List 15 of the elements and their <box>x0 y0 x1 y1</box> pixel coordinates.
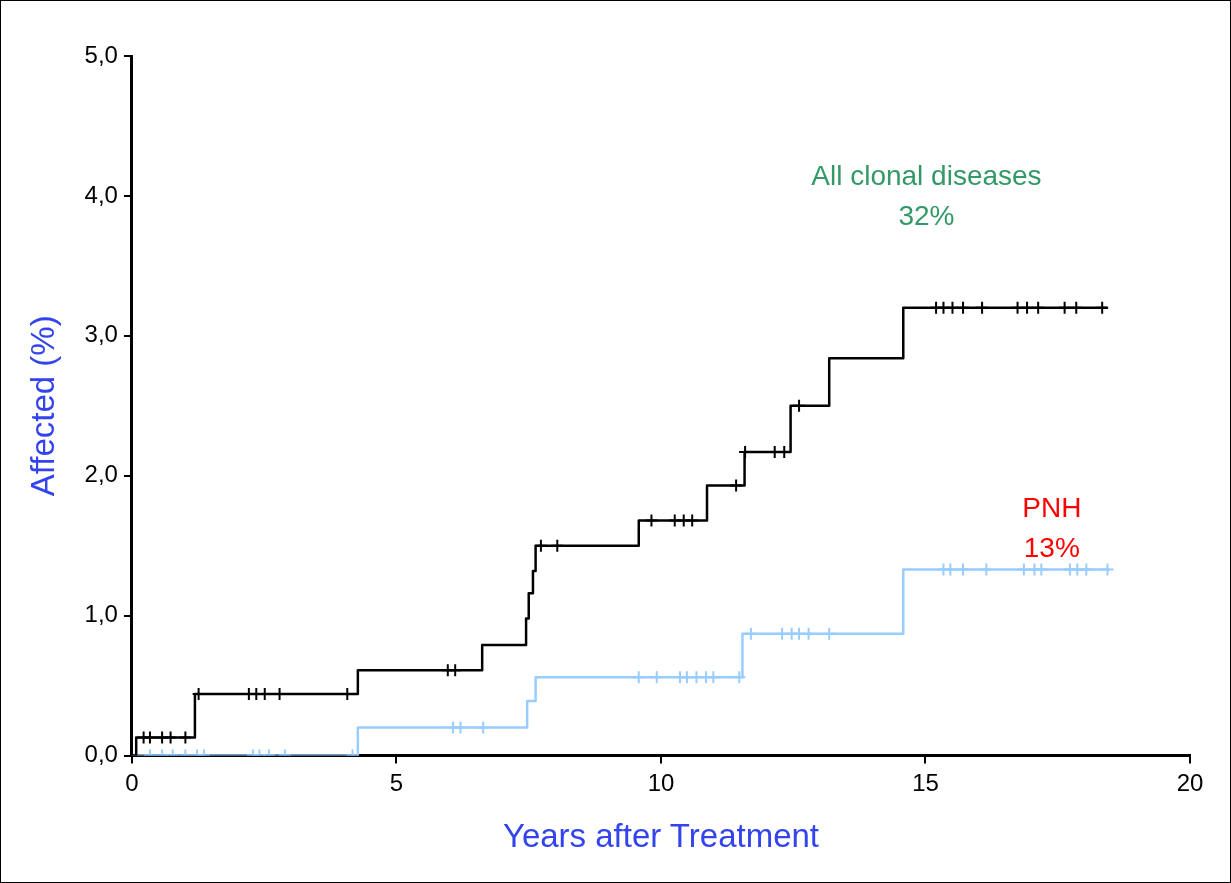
y-tick-label: 4,0 <box>84 180 118 208</box>
x-tick-label: 5 <box>389 768 404 796</box>
x-tick-label: 0 <box>125 768 139 796</box>
y-axis-title: Affected (%) <box>23 315 61 497</box>
y-tick-label: 1,0 <box>84 600 118 628</box>
x-tick-label: 10 <box>647 768 675 796</box>
x-tick-label: 20 <box>1176 768 1204 796</box>
x-axis-title: Years after Treatment <box>502 817 820 855</box>
y-tick-label: 0,0 <box>84 740 118 768</box>
x-tick-label: 15 <box>912 768 939 796</box>
annotation: PNH 13% <box>1022 492 1082 564</box>
y-tick-label: 2,0 <box>84 460 118 488</box>
y-tick-label: 3,0 <box>84 320 118 348</box>
annotation: All clonal diseases 32% <box>811 159 1042 231</box>
y-tick-label: 5,0 <box>84 40 118 68</box>
